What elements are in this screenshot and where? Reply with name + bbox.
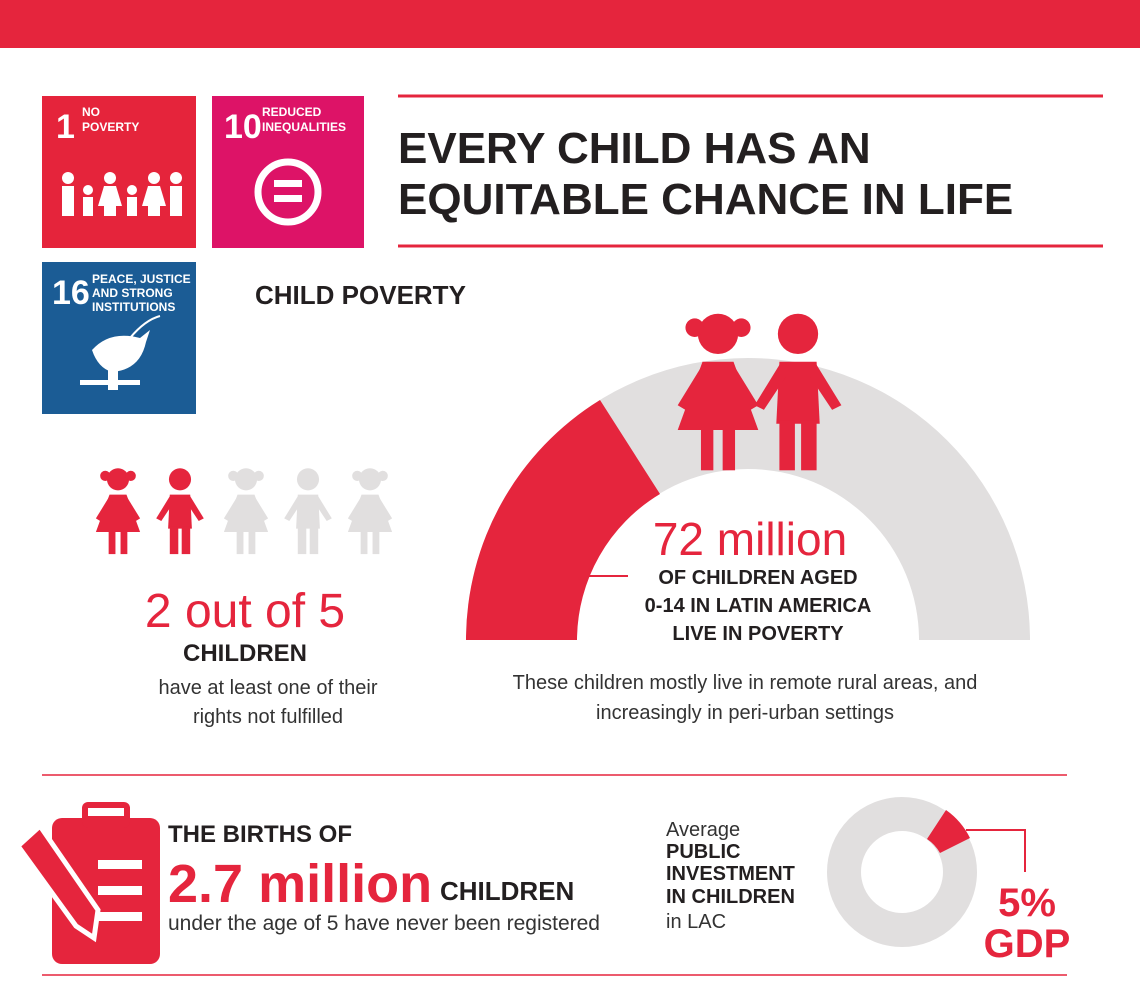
donut: [827, 797, 977, 947]
headline: 2 out of 5: [145, 585, 345, 638]
goal-number: 1: [56, 108, 75, 146]
goal-number: 16: [52, 274, 90, 312]
subject: CHILDREN: [183, 640, 307, 667]
goal-tile: 16 PEACE, JUSTICE AND STRONG INSTITUTION…: [42, 262, 196, 414]
top-bar: [0, 0, 1140, 48]
caption: These children mostly live in remote rur…: [513, 672, 978, 694]
section-title: CHILD POVERTY: [255, 280, 466, 310]
gauge: [466, 358, 1030, 640]
investment-line: PUBLIC: [666, 841, 740, 863]
goal-label: AND STRONG: [92, 286, 173, 300]
investment-line: in LAC: [666, 911, 726, 933]
goal-label: INSTITUTIONS: [92, 300, 175, 314]
detail: LIVE IN POVERTY: [672, 623, 844, 645]
figure: 2.7 million: [168, 854, 432, 914]
investment-line: IN CHILDREN: [666, 886, 795, 908]
goal-number: 10: [224, 108, 262, 146]
note: rights not fulfilled: [193, 706, 343, 728]
note: under the age of 5 have never been regis…: [168, 912, 600, 935]
detail: OF CHILDREN AGED: [658, 567, 857, 589]
share: 5%: [998, 881, 1056, 925]
clipboard-icon: [14, 802, 160, 964]
title: EQUITABLE CHANCE IN LIFE: [398, 175, 1013, 224]
goal-label: NO: [82, 105, 100, 119]
caption: increasingly in peri-urban settings: [596, 702, 894, 724]
children-row: [95, 468, 393, 555]
note: have at least one of their: [158, 677, 377, 699]
intro: THE BIRTHS OF: [168, 821, 352, 848]
investment-line: INVESTMENT: [666, 863, 795, 885]
goal-tile: 10 REDUCED INEQUALITIES: [212, 96, 364, 248]
title: EVERY CHILD HAS AN: [398, 124, 871, 173]
subject: CHILDREN: [440, 876, 574, 906]
goal-label: POVERTY: [82, 120, 139, 134]
goal-label: INEQUALITIES: [262, 120, 346, 134]
pointer: [966, 829, 1026, 872]
goal-tile: 1 NO POVERTY: [42, 96, 196, 248]
detail: 0-14 IN LATIN AMERICA: [645, 595, 872, 617]
unit: GDP: [984, 922, 1071, 966]
goal-label: PEACE, JUSTICE: [92, 272, 191, 286]
headline: 72 million: [653, 513, 847, 565]
investment-line: Average: [666, 819, 740, 841]
goal-label: REDUCED: [262, 105, 322, 119]
